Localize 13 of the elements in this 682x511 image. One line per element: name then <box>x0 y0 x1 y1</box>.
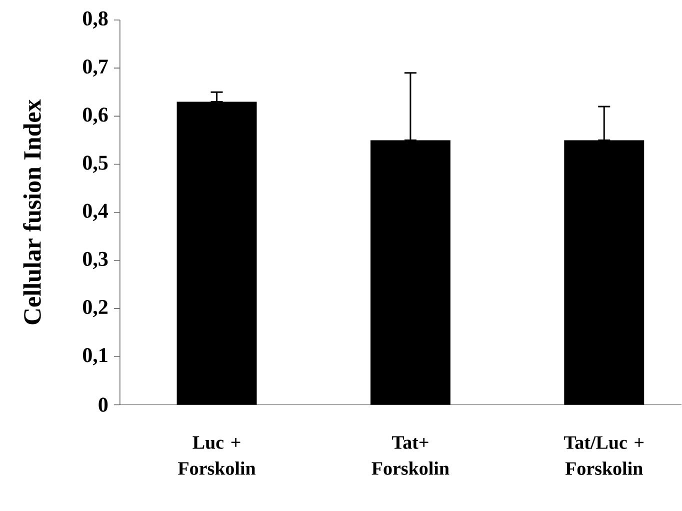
y-tick-label: 0,8 <box>82 12 108 29</box>
y-tick-label: 0,3 <box>82 252 108 270</box>
x-tick-label: Tat/Luc + Forskolin <box>564 436 644 476</box>
y-tick-label: 0,6 <box>82 108 108 125</box>
y-tick-label: 0,5 <box>82 156 108 174</box>
y-tick-label: 0,2 <box>82 300 108 318</box>
y-tick-label: 0,4 <box>82 204 108 222</box>
y-tick-label: 0,7 <box>82 60 108 77</box>
x-tick-label: Luc + Forskolin <box>178 436 256 476</box>
y-axis-title: Cellular fusion Index <box>23 100 41 324</box>
y-tick-label: 0,1 <box>82 348 108 366</box>
x-tick-label: Tat+ Forskolin <box>372 436 450 476</box>
y-tick-label: 0 <box>98 398 108 412</box>
